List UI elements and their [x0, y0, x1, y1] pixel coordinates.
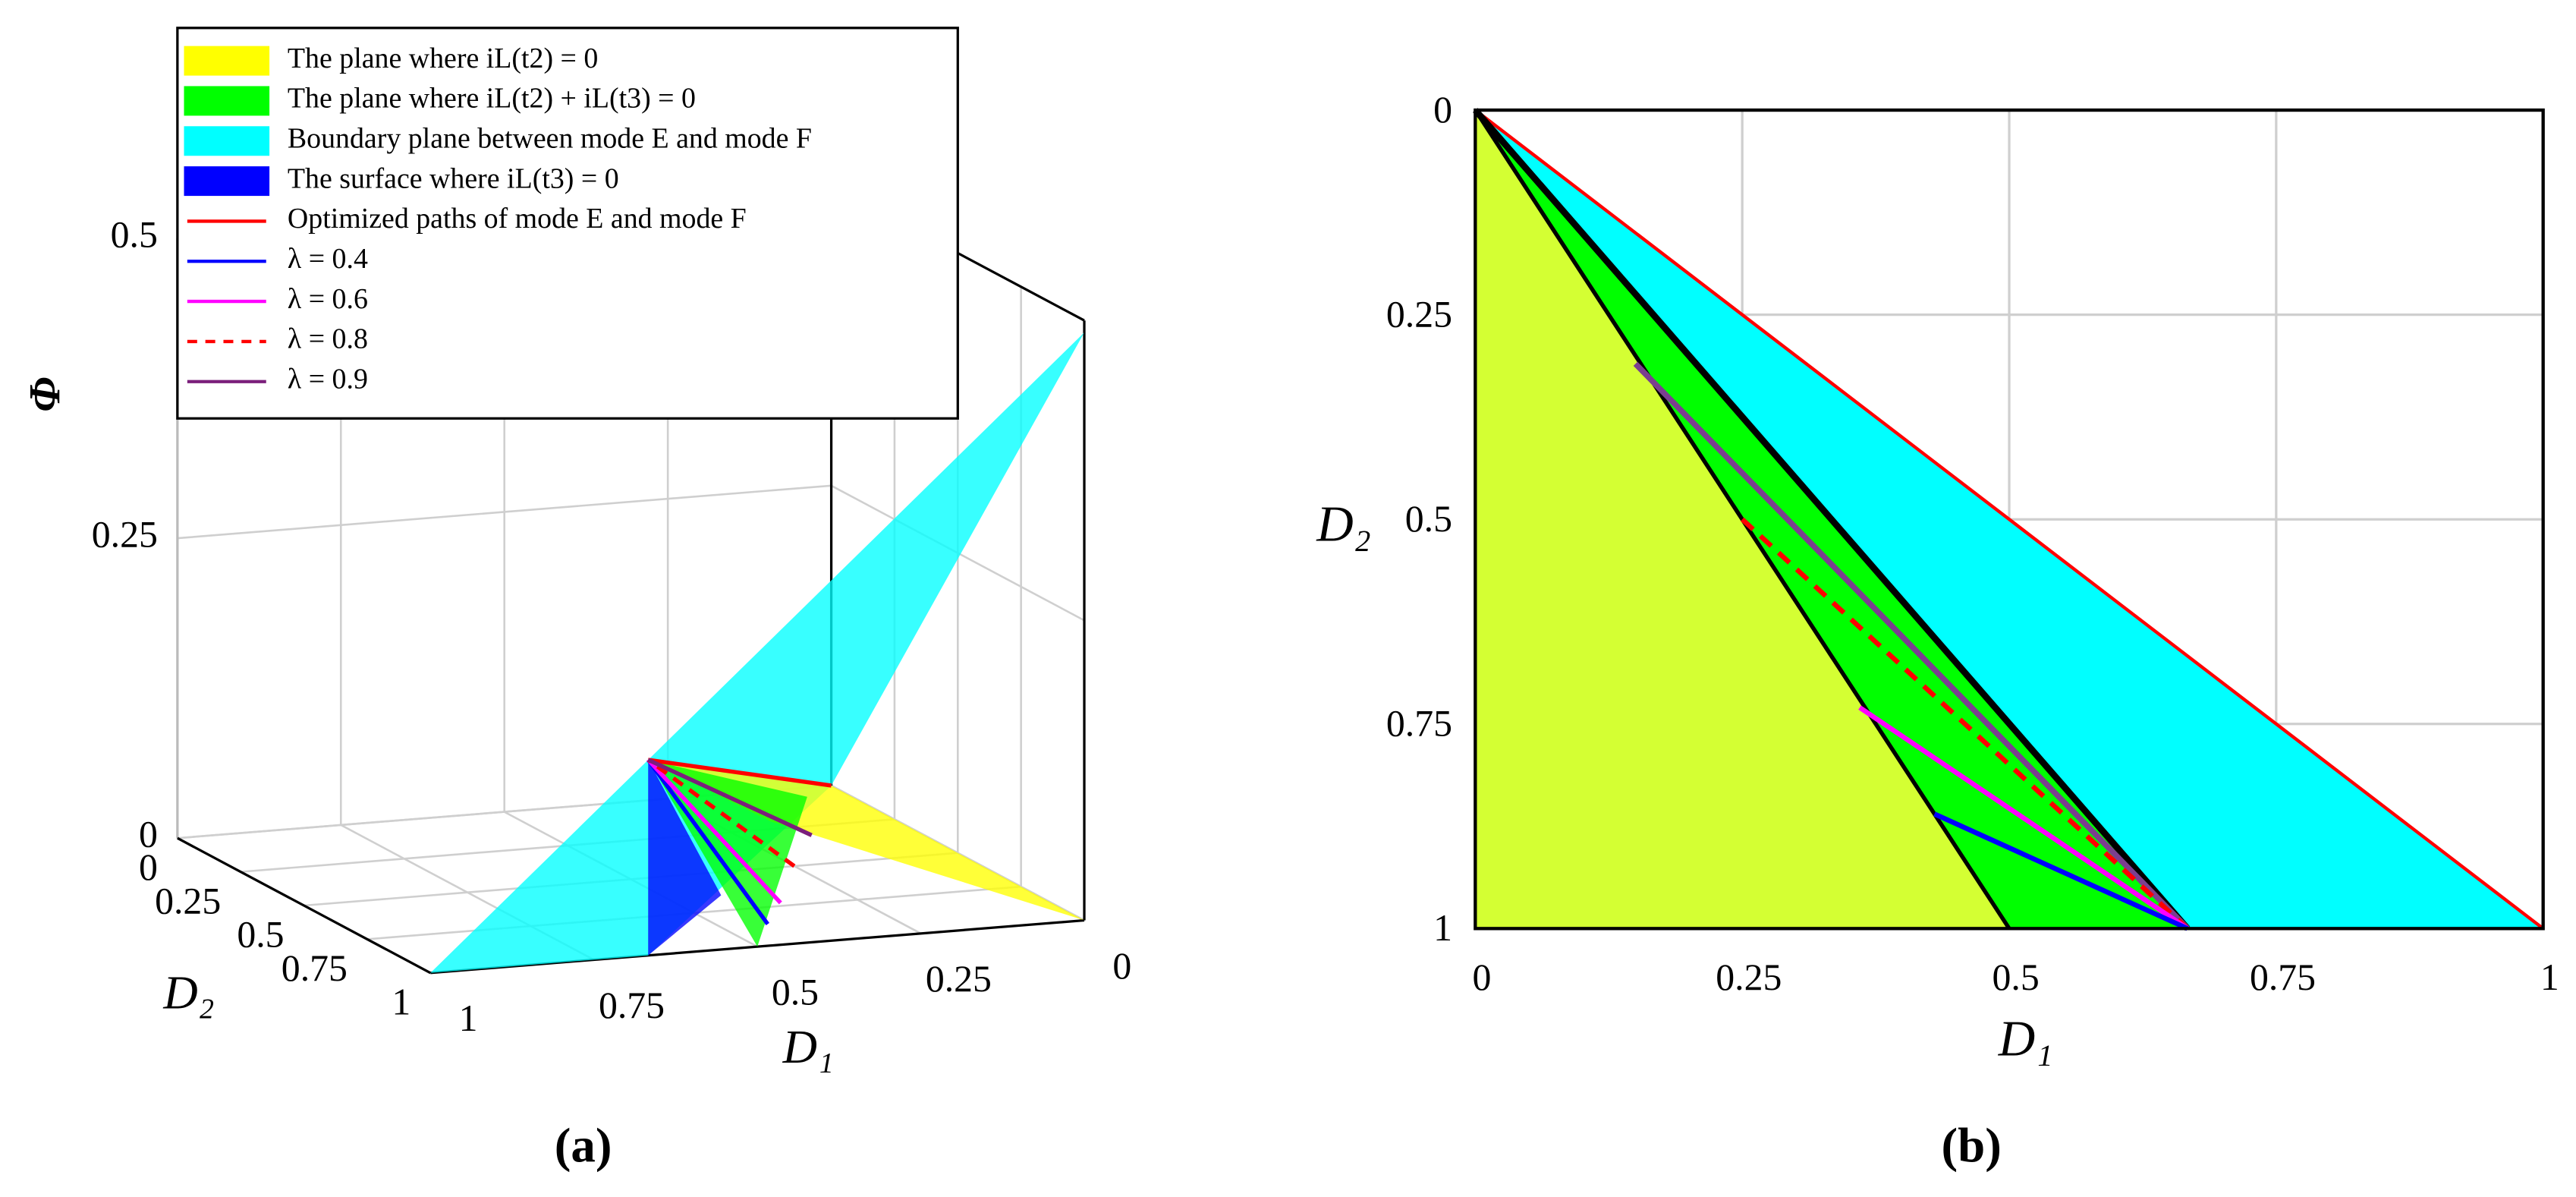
z-tick-label: 0 [139, 814, 158, 855]
y-tick-label: 0 [139, 846, 158, 888]
legend-label: λ = 0.6 [288, 283, 368, 315]
x-tick-label: 0.25 [1716, 956, 1782, 998]
path-line [646, 758, 769, 926]
x-tick-label: 0.5 [772, 972, 819, 1013]
caption: (a) [555, 1119, 612, 1173]
legend-box [176, 27, 959, 420]
path-line [1473, 108, 2191, 931]
y-tick-label: 0.25 [1386, 293, 1452, 335]
z-tick-label: 0.25 [92, 514, 158, 556]
y-tick-label: 0.75 [1386, 703, 1452, 745]
legend-label: The plane where iL(t2) = 0 [288, 43, 598, 74]
legend-label: The plane where iL(t2) + iL(t3) = 0 [288, 83, 696, 115]
y-tick-label: 1 [392, 981, 410, 1023]
box-edge [177, 836, 432, 975]
x-tick-label: 1 [2540, 956, 2559, 998]
x-tick-label: 0.75 [599, 984, 665, 1026]
legend-swatch [184, 86, 270, 116]
x-axis-label: D₁ [1998, 1010, 2053, 1066]
path-line [1740, 517, 2190, 931]
z-tick-label: 0.5 [111, 213, 158, 255]
y-axis-label: D₂ [1316, 496, 1371, 553]
path-line [647, 758, 832, 788]
legend-label: λ = 0.9 [288, 363, 368, 395]
y-tick-label: 0.5 [237, 914, 284, 956]
path-line [646, 758, 782, 905]
x-tick-label: 0.5 [1993, 956, 2040, 998]
legend-label: Optimized paths of mode E and mode F [288, 203, 747, 235]
path-line [1474, 109, 2545, 931]
y-tick-label: 1 [1433, 907, 1452, 949]
path-line [1933, 811, 2189, 931]
legend-label: Boundary plane between mode E and mode F [288, 122, 812, 154]
x-tick-label: 0 [1112, 945, 1131, 987]
legend-swatch [184, 46, 270, 76]
x-axis-label: D₁ [782, 1020, 834, 1073]
y-tick-label: 0.75 [282, 947, 348, 989]
x-tick-label: 1 [459, 997, 478, 1039]
x-tick-label: 0 [1473, 956, 1492, 998]
surface [648, 760, 807, 947]
z-axis-label: Φ [20, 377, 69, 412]
path-line [647, 758, 813, 837]
y-tick-label: 0.5 [1405, 498, 1452, 540]
legend-swatch [184, 166, 270, 197]
path-line [1858, 705, 2189, 931]
y-tick-label: 0.25 [155, 880, 221, 921]
legend-swatch [184, 126, 270, 156]
region [1475, 110, 2010, 929]
x-tick-label: 0.25 [926, 958, 992, 1000]
surface [648, 760, 722, 956]
legend-label: λ = 0.4 [288, 243, 368, 275]
y-axis-label: D₂ [162, 966, 214, 1019]
caption: (b) [1942, 1119, 2002, 1173]
y-tick-label: 0 [1433, 89, 1452, 131]
x-tick-label: 0.75 [2250, 956, 2316, 998]
path-line [1633, 361, 2190, 931]
legend-label: The surface where iL(t3) = 0 [288, 162, 619, 194]
path-line [646, 758, 796, 868]
plot-frame [1474, 108, 2545, 931]
legend-label: λ = 0.8 [288, 323, 368, 355]
